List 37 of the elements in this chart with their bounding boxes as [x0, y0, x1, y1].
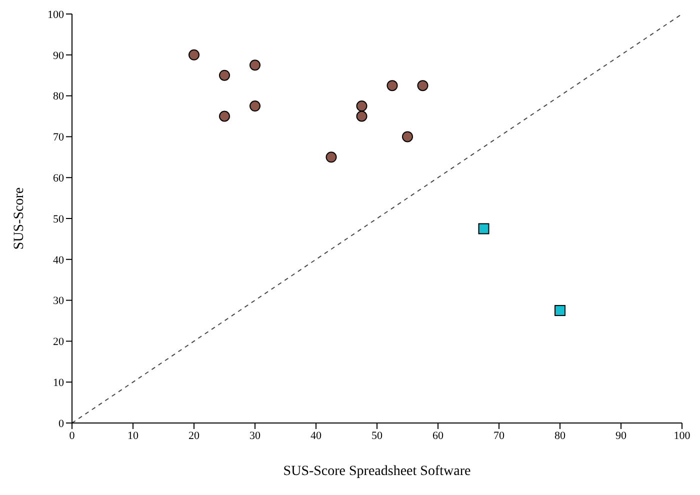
y-tick-label: 10: [53, 377, 64, 390]
y-tick-label: 100: [48, 8, 64, 21]
x-tick-label: 40: [310, 430, 322, 442]
point: [326, 152, 337, 163]
x-tick-label: 90: [616, 430, 627, 442]
y-axis-title: SUS-Score: [12, 187, 27, 250]
point: [356, 110, 368, 122]
y-tick-label: 30: [53, 295, 64, 308]
point: [250, 100, 260, 112]
y-tick-label: 90: [53, 50, 64, 62]
point: [386, 80, 398, 92]
x-tick-label: 30: [250, 430, 261, 442]
point: [417, 80, 428, 92]
y-tick-label: 60: [53, 172, 64, 185]
y-tick-label: 50: [53, 213, 64, 226]
x-tick-label: 70: [494, 430, 505, 442]
y-tick-label: 80: [53, 90, 64, 103]
y-tick-label: 70: [53, 132, 64, 144]
point: [554, 305, 566, 316]
x-tick-label: 20: [188, 430, 200, 442]
point: [478, 223, 490, 234]
x-tick-label: 80: [554, 430, 566, 442]
x-tick-label: 50: [372, 430, 383, 442]
point: [356, 100, 368, 112]
y-tick-label: 40: [53, 254, 64, 266]
point: [402, 131, 413, 142]
x-tick-label: 100: [674, 430, 691, 442]
x-tick-label: 0: [69, 430, 76, 442]
y-tick-label: 0: [58, 418, 64, 430]
x-axis-title: SUS-Score Spreadsheet Software: [283, 464, 471, 479]
point: [219, 110, 230, 122]
x-tick-label: 10: [128, 430, 139, 442]
point: [188, 49, 200, 60]
y-tick-label: 20: [53, 336, 64, 348]
point: [219, 70, 230, 81]
x-tick-label: 60: [432, 430, 444, 442]
point: [250, 60, 260, 71]
